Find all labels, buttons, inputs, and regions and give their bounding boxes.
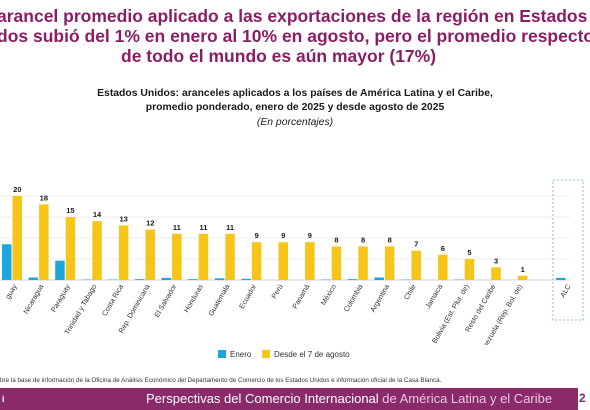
bar-enero-5 <box>135 279 145 280</box>
bar-agosto-17 <box>464 259 475 280</box>
data-label-1: 18 <box>40 193 48 202</box>
tick-label-1: Nicaragua <box>21 283 45 316</box>
bar-enero-6 <box>161 277 172 280</box>
bar-agosto-9 <box>251 242 262 280</box>
tick-label-14: Argentina <box>368 283 391 314</box>
data-label-0: 20 <box>13 185 21 194</box>
data-label-9: 9 <box>255 231 259 240</box>
page-number-box: 2 <box>578 388 590 410</box>
tick-label-0: guay <box>3 282 19 300</box>
bar-enero-2 <box>55 260 65 280</box>
data-label-6: 11 <box>173 223 181 232</box>
bar-agosto-13 <box>358 246 368 280</box>
bar-enero-0 <box>2 244 12 280</box>
data-label-12: 8 <box>334 235 338 244</box>
data-label-10: 9 <box>281 231 285 240</box>
cepal-logo: i <box>2 394 5 404</box>
chart-title-line-1: Estados Unidos: aranceles aplicados a lo… <box>97 88 493 99</box>
tick-label-12: México <box>319 283 338 307</box>
bar-agosto-2 <box>65 217 76 280</box>
data-label-3: 14 <box>93 210 102 219</box>
bar-agosto-8 <box>225 233 235 280</box>
bar-agosto-1 <box>39 204 49 280</box>
data-label-11: 9 <box>308 231 312 240</box>
data-label-8: 11 <box>226 223 234 232</box>
bar-enero-9 <box>241 278 251 280</box>
bar-enero-7 <box>188 279 198 280</box>
bar-agosto-4 <box>118 225 129 280</box>
footer-title-main: Perspectivas del Comercio Internacional <box>146 391 379 406</box>
headline-line-3: de todo el mundo es aún mayor (17%) <box>121 46 437 66</box>
tick-label-8: Guatemala <box>206 283 231 318</box>
tick-label-13: Colombia <box>342 283 365 314</box>
aggregate-highlight-box <box>552 179 584 321</box>
data-label-4: 13 <box>119 214 127 223</box>
tick-label-10: Perú <box>269 283 284 301</box>
bar-enero-13 <box>347 279 358 280</box>
bar-agosto-7 <box>198 233 209 280</box>
legend-item-agosto: Desde el 7 de agosto <box>262 350 350 359</box>
source-note: bre la base de información de la Oficina… <box>0 377 442 384</box>
legend-item-enero: Enero <box>218 350 251 359</box>
legend-label-agosto: Desde el 7 de agosto <box>274 350 350 359</box>
headline: arancel promedio aplicado a las exportac… <box>0 0 590 72</box>
headline-line-2: dos subió del 1% en enero al 10% en agos… <box>0 26 590 46</box>
data-label-5: 12 <box>146 219 154 228</box>
data-label-19: 1 <box>521 265 525 274</box>
tick-label-6: El Salvador <box>152 282 178 319</box>
tick-label-4: Costa Rica <box>100 283 125 318</box>
tick-label-16: Jamaica <box>423 282 444 310</box>
bar-enero-8 <box>214 278 225 280</box>
bar-enero-14 <box>374 277 384 280</box>
tick-label-20: ALC <box>558 283 573 300</box>
bar-agosto-12 <box>331 246 342 280</box>
chart-title-line-2: promedio ponderado, enero de 2025 y desd… <box>145 102 445 113</box>
data-label-2: 15 <box>66 206 74 215</box>
tick-label-2: Paraguay <box>49 282 72 313</box>
bar-agosto-14 <box>384 246 395 280</box>
bar-enero-1 <box>28 277 39 280</box>
tick-label-9: Ecuador <box>237 282 258 310</box>
bar-agosto-18 <box>491 267 501 280</box>
bar-enero-20 <box>556 277 566 280</box>
legend-swatch-enero <box>218 350 226 358</box>
data-label-13: 8 <box>361 235 365 244</box>
bar-agosto-10 <box>278 242 288 280</box>
bar-agosto-6 <box>172 233 182 280</box>
data-label-7: 11 <box>199 223 207 232</box>
footer-title-rest: de América Latina y el Caribe <box>378 391 553 406</box>
data-label-16: 6 <box>441 244 445 253</box>
tick-label-11: Panamá <box>290 283 311 311</box>
bar-agosto-11 <box>305 242 315 280</box>
footer-title: Perspectivas del Comercio Internacional … <box>146 391 552 406</box>
bar-agosto-16 <box>438 254 448 280</box>
data-label-15: 7 <box>414 240 418 249</box>
page-number: 2 <box>579 391 586 405</box>
bar-agosto-0 <box>12 196 22 280</box>
headline-line-1: arancel promedio aplicado a las exportac… <box>0 6 588 26</box>
legend-swatch-agosto <box>262 350 270 358</box>
bar-agosto-19 <box>517 275 528 280</box>
bar-agosto-5 <box>145 229 155 280</box>
legend-label-enero: Enero <box>230 350 252 359</box>
data-label-14: 8 <box>388 235 392 244</box>
bar-agosto-3 <box>92 221 102 280</box>
tick-label-7: Honduras <box>182 282 206 314</box>
data-label-17: 5 <box>467 248 471 257</box>
bar-agosto-15 <box>411 250 421 280</box>
data-label-18: 3 <box>494 256 498 265</box>
footer-bar: i Perspectivas del Comercio Internaciona… <box>0 388 590 410</box>
tick-label-15: Chile <box>402 283 418 302</box>
chart-subtitle: (En porcentajes) <box>256 117 334 128</box>
